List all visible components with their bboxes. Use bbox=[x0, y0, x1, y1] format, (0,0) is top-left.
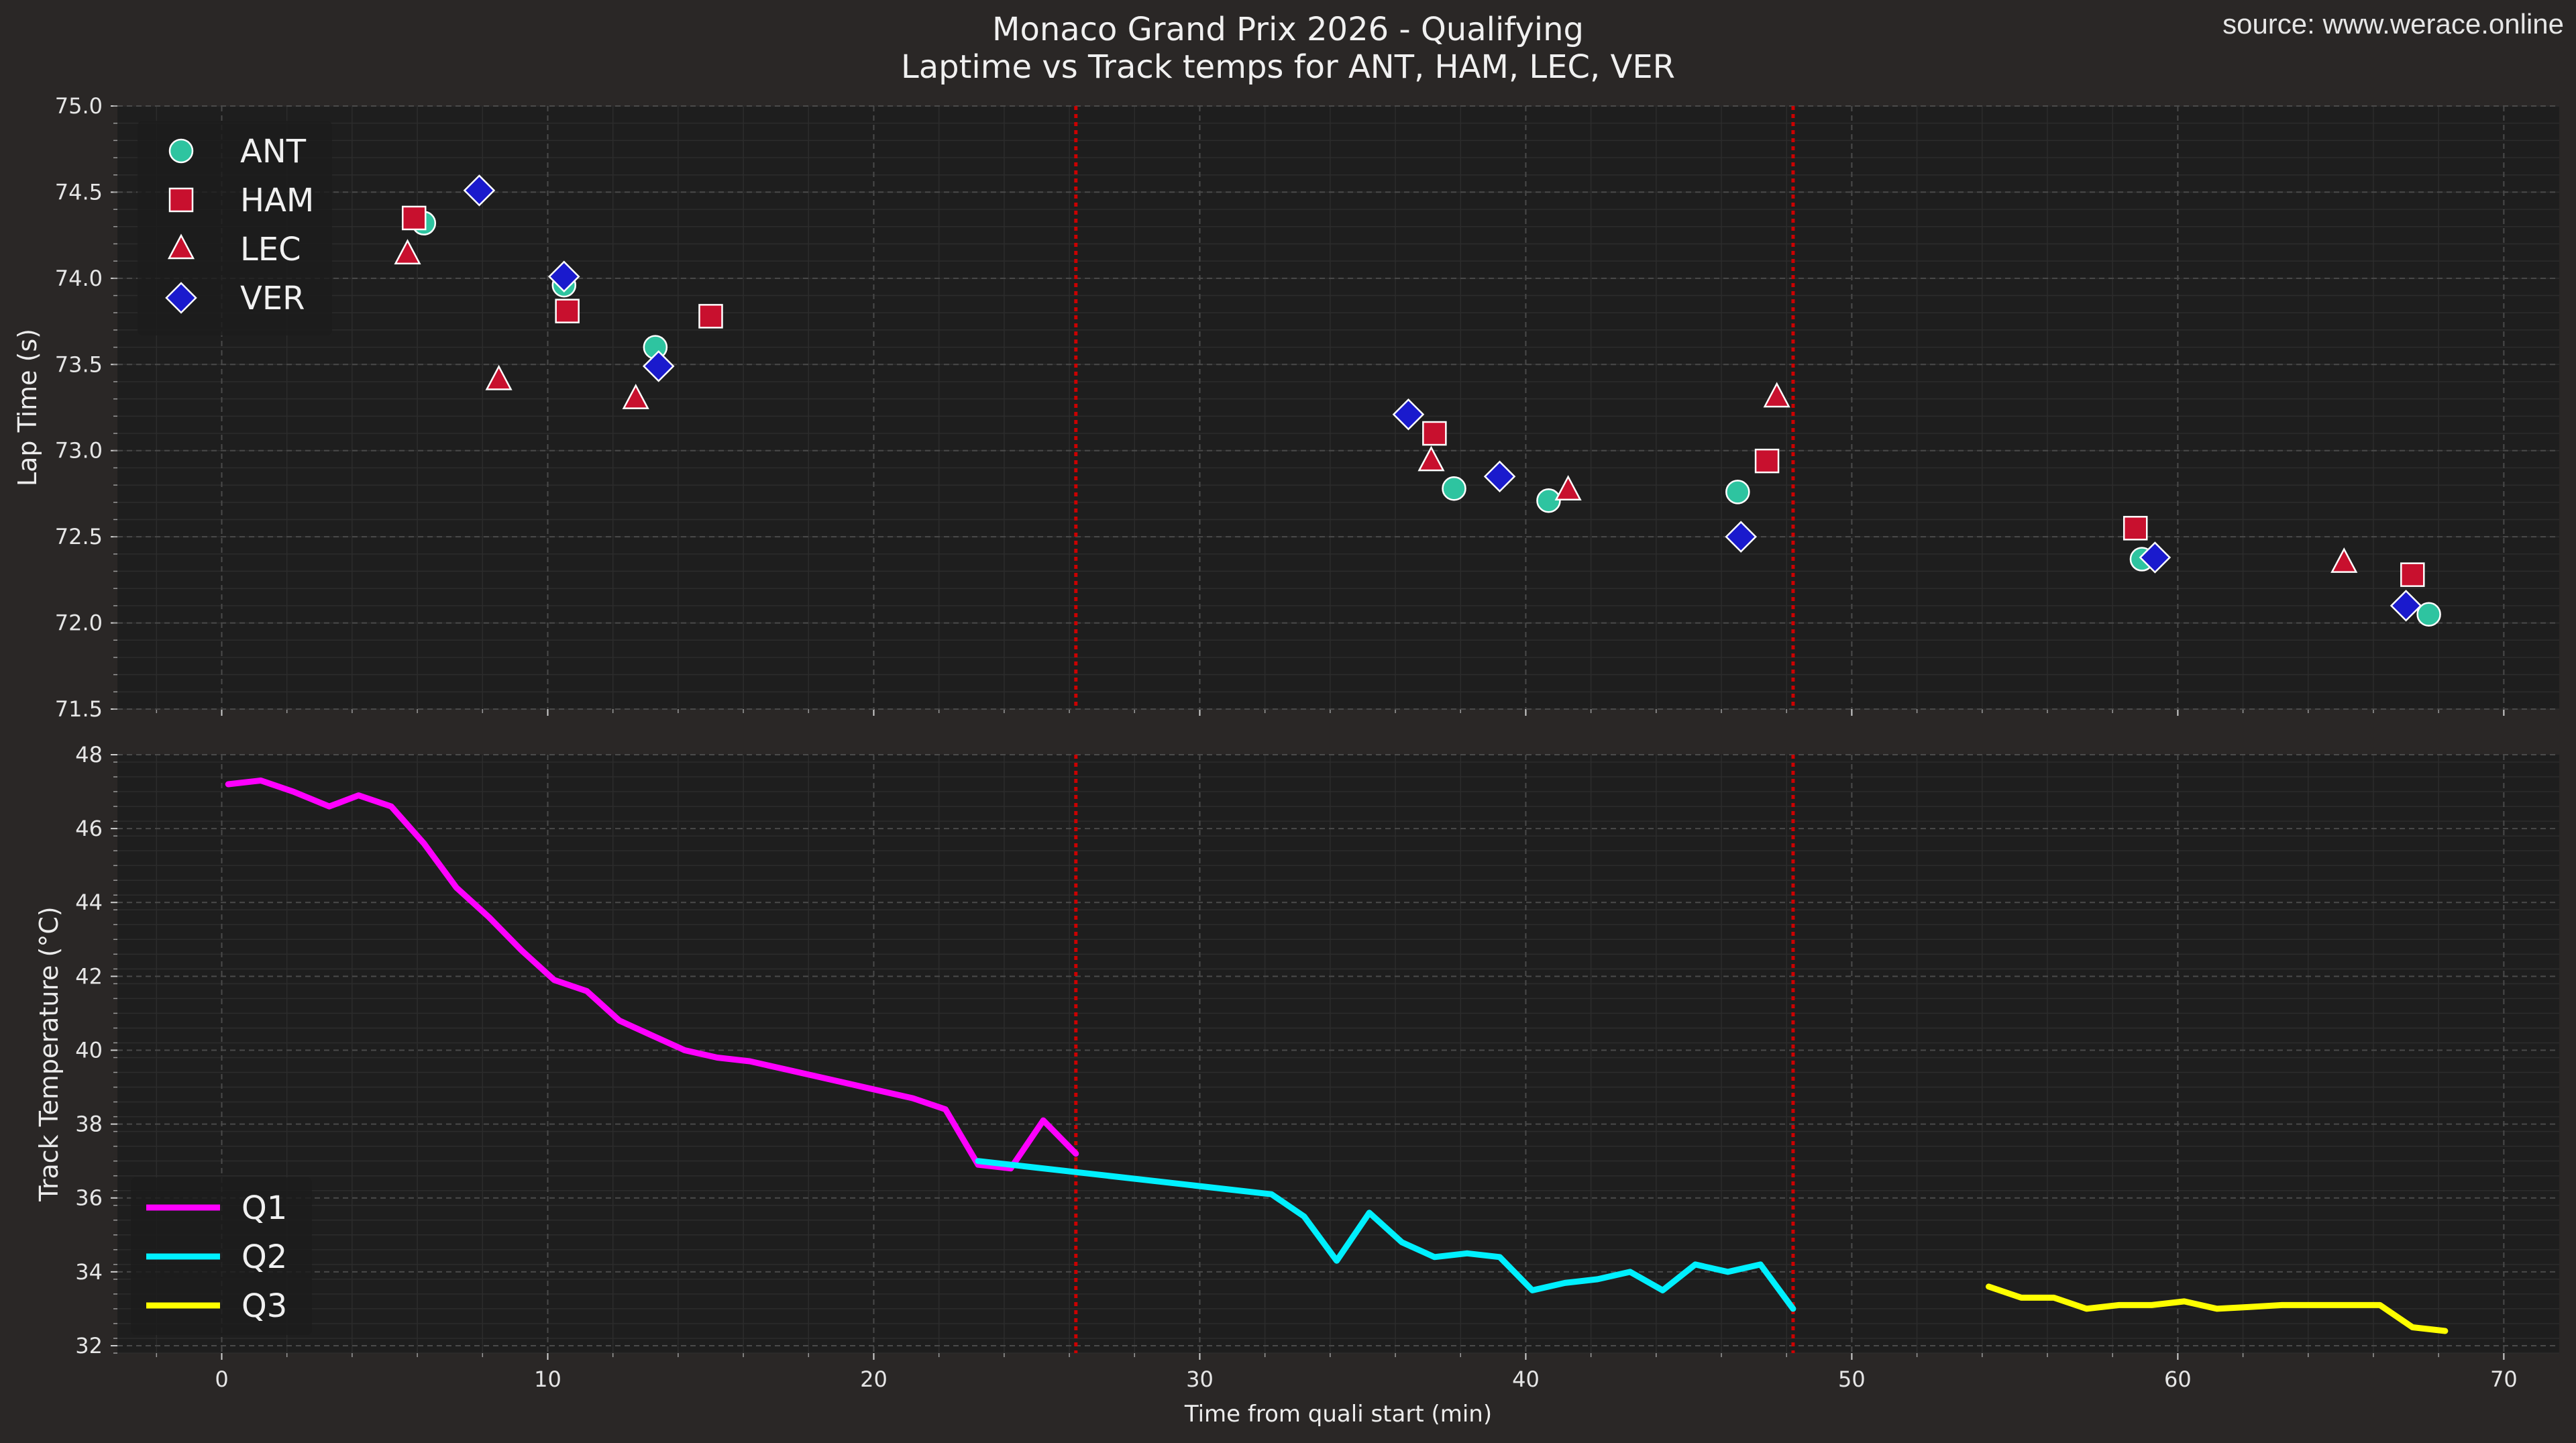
series-ham bbox=[401, 205, 2425, 587]
series-line-q1 bbox=[225, 778, 1079, 1172]
plot-area-laptime bbox=[117, 106, 2559, 709]
point-ver bbox=[463, 174, 496, 207]
y-tick-label: 34 bbox=[75, 1259, 103, 1285]
source-credit: source: www.werace.online bbox=[2222, 8, 2564, 40]
y-tick-label: 72.0 bbox=[55, 610, 103, 636]
legend-label-q2: Q2 bbox=[241, 1238, 287, 1276]
point-ham bbox=[1422, 421, 1447, 446]
y-tick-label: 72.5 bbox=[55, 524, 103, 549]
y-tick-label: 38 bbox=[75, 1112, 103, 1137]
point-ver bbox=[1725, 521, 1757, 553]
point-lec bbox=[394, 239, 421, 265]
legend-laptime: ANT HAM LEC VER bbox=[138, 121, 332, 335]
point-ver bbox=[1483, 460, 1516, 493]
point-ant bbox=[1725, 480, 1750, 504]
point-lec bbox=[1417, 445, 1445, 472]
legend-label-q1: Q1 bbox=[241, 1189, 287, 1227]
legend-label-q3: Q3 bbox=[241, 1287, 287, 1325]
series-ver bbox=[463, 174, 2422, 622]
chart-subtitle: Laptime vs Track temps for ANT, HAM, LEC… bbox=[900, 48, 1675, 86]
y-tick-label: 46 bbox=[75, 816, 103, 841]
point-lec bbox=[485, 364, 513, 390]
y-tick-label: 36 bbox=[75, 1185, 103, 1211]
point-ant bbox=[1442, 476, 1466, 501]
x-tick-label: 20 bbox=[860, 1367, 888, 1392]
point-ham bbox=[698, 304, 723, 329]
chart-title: Monaco Grand Prix 2026 - Qualifying bbox=[992, 11, 1584, 48]
point-lec bbox=[622, 383, 649, 409]
legend-marker-lec bbox=[167, 233, 195, 260]
point-ver bbox=[642, 350, 675, 382]
y-tick-label: 73.0 bbox=[55, 438, 103, 464]
point-ver bbox=[1392, 398, 1425, 431]
y-tick-label: 44 bbox=[75, 890, 103, 915]
x-tick-label: 10 bbox=[534, 1367, 561, 1392]
legend-marker-ham bbox=[168, 187, 194, 213]
y-tick-label: 71.5 bbox=[55, 696, 103, 722]
y-tick-label: 48 bbox=[75, 742, 103, 767]
x-tick-label: 50 bbox=[1838, 1367, 1866, 1392]
y-tick-label: 42 bbox=[75, 963, 103, 989]
plot-area-temp bbox=[117, 755, 2559, 1353]
x-axis-label: Time from quali start (min) bbox=[1184, 1401, 1492, 1428]
legend-marker-ant bbox=[168, 138, 194, 164]
point-ham bbox=[1754, 448, 1780, 474]
y-tick-label: 73.5 bbox=[55, 352, 103, 377]
legend-box bbox=[138, 121, 332, 335]
y-tick-label: 74.0 bbox=[55, 266, 103, 291]
y-tick-label: 74.5 bbox=[55, 179, 103, 205]
series-line-q2 bbox=[975, 1158, 1796, 1312]
point-ham bbox=[2123, 516, 2148, 541]
legend-label-lec: LEC bbox=[240, 231, 301, 268]
y-tick-label: 75.0 bbox=[55, 93, 103, 119]
legend-label-ver: VER bbox=[240, 280, 305, 317]
x-tick-label: 60 bbox=[2164, 1367, 2192, 1392]
x-tick-label: 0 bbox=[215, 1367, 228, 1392]
legend-temp: Q1 Q2 Q3 bbox=[131, 1177, 312, 1335]
y-axis-label: Lap Time (s) bbox=[13, 329, 42, 486]
point-lec bbox=[2330, 547, 2358, 573]
series-lec bbox=[394, 239, 2358, 573]
legend-label-ham: HAM bbox=[240, 182, 314, 219]
legend-box bbox=[131, 1177, 312, 1335]
y-axis-label: Track Temperature (°C) bbox=[34, 906, 64, 1202]
point-lec bbox=[1554, 475, 1582, 501]
y-tick-label: 32 bbox=[75, 1333, 103, 1358]
point-ham bbox=[401, 205, 427, 231]
y-tick-label: 40 bbox=[75, 1037, 103, 1063]
point-ham bbox=[555, 299, 580, 323]
legend-label-ant: ANT bbox=[240, 133, 307, 170]
point-ant bbox=[1536, 488, 1561, 513]
point-lec bbox=[1763, 382, 1790, 408]
point-ant bbox=[2416, 602, 2441, 627]
series-line-q3 bbox=[1986, 1283, 2449, 1334]
point-ver bbox=[548, 260, 580, 293]
point-ver bbox=[2390, 590, 2422, 622]
x-tick-label: 40 bbox=[1512, 1367, 1540, 1392]
x-tick-label: 30 bbox=[1186, 1367, 1214, 1392]
x-tick-label: 70 bbox=[2490, 1367, 2518, 1392]
point-ver bbox=[2139, 541, 2171, 574]
point-ham bbox=[2400, 562, 2425, 587]
legend-marker-ver bbox=[165, 282, 197, 314]
